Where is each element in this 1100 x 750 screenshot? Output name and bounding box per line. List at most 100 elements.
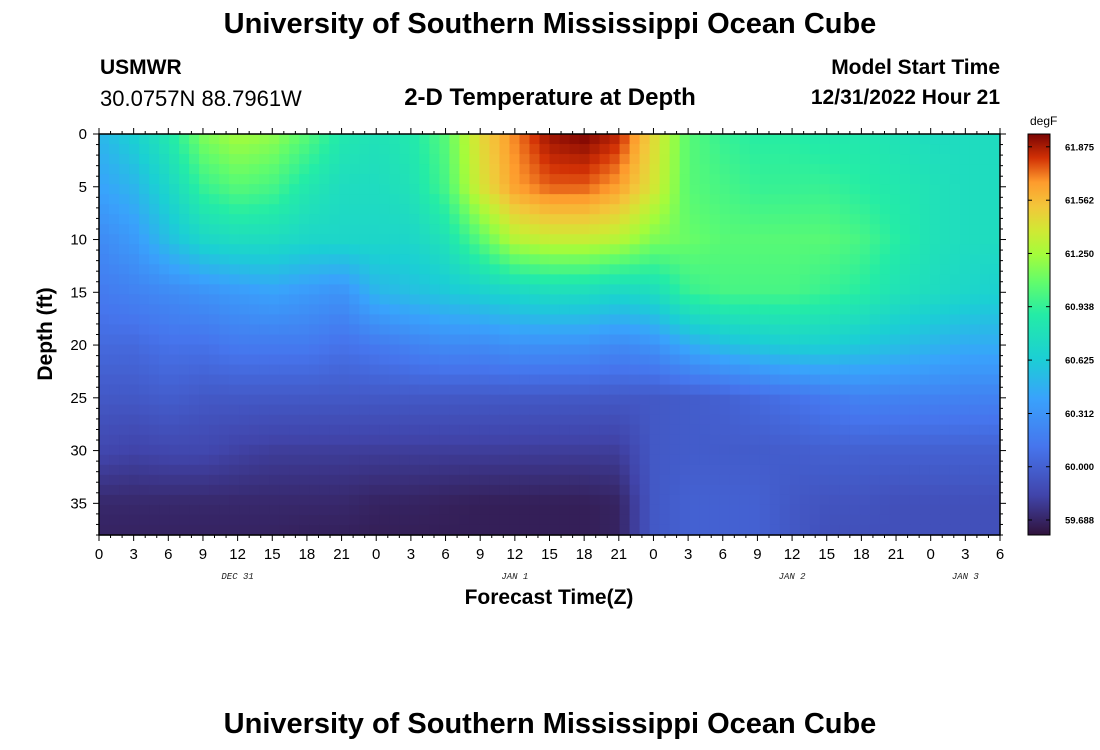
heatmap-cell	[239, 354, 250, 366]
heatmap-cell	[659, 194, 671, 205]
heatmap-cell	[889, 324, 901, 336]
heatmap-cell	[719, 524, 731, 536]
heatmap-cell	[269, 424, 280, 436]
heatmap-cell	[139, 174, 150, 185]
heatmap-cell	[379, 134, 390, 145]
heatmap-cell	[439, 224, 450, 235]
heatmap-cell	[819, 214, 831, 225]
heatmap-cell	[639, 524, 651, 536]
heatmap-cell	[909, 514, 921, 526]
heatmap-cell	[529, 254, 541, 265]
y-tick-label: 35	[70, 495, 87, 512]
heatmap-cell	[939, 274, 951, 285]
heatmap-cell	[369, 344, 380, 356]
heatmap-cell	[789, 364, 801, 376]
heatmap-cell	[749, 214, 761, 225]
heatmap-cell	[759, 464, 771, 476]
heatmap-cell	[289, 524, 300, 536]
heatmap-cell	[329, 494, 340, 506]
heatmap-cell	[949, 224, 961, 235]
heatmap-cell	[219, 154, 230, 165]
heatmap-cell	[639, 474, 651, 486]
heatmap-cell	[589, 244, 601, 255]
heatmap-cell	[289, 164, 300, 175]
heatmap-cell	[569, 154, 581, 165]
heatmap-cell	[949, 214, 961, 225]
heatmap-cell	[549, 204, 561, 215]
heatmap-cell	[209, 154, 220, 165]
heatmap-cell	[399, 364, 410, 376]
heatmap-cell	[429, 134, 440, 145]
heatmap-cell	[979, 354, 991, 366]
heatmap-cell	[429, 394, 440, 406]
station-id: USMWR	[100, 56, 182, 79]
heatmap-cell	[169, 524, 180, 536]
heatmap-cell	[549, 164, 561, 175]
heatmap-cell	[799, 294, 811, 306]
heatmap-cell	[579, 464, 591, 476]
heatmap-cell	[789, 444, 801, 456]
heatmap-cell	[589, 294, 601, 306]
heatmap-cell	[229, 384, 240, 396]
heatmap-cell	[529, 404, 541, 416]
heatmap-cell	[729, 204, 741, 215]
heatmap-cell	[299, 494, 310, 506]
heatmap-cell	[859, 284, 871, 296]
heatmap-cell	[509, 394, 521, 406]
heatmap-cell	[209, 294, 220, 306]
heatmap-cell	[369, 334, 380, 346]
heatmap-cell	[679, 254, 691, 265]
heatmap-cell	[659, 224, 671, 235]
heatmap-cell	[859, 324, 871, 336]
heatmap-cell	[799, 304, 811, 316]
heatmap-cell	[349, 184, 360, 195]
heatmap-cell	[939, 414, 951, 426]
heatmap-cell	[259, 514, 270, 526]
heatmap-cell	[409, 374, 420, 386]
heatmap-cell	[799, 204, 811, 215]
heatmap-cell	[149, 454, 160, 466]
heatmap-cell	[799, 324, 811, 336]
heatmap-cell	[899, 474, 911, 486]
heatmap-cell	[389, 154, 400, 165]
heatmap-cell	[509, 314, 521, 326]
heatmap-cell	[749, 494, 761, 506]
heatmap-cell	[859, 174, 871, 185]
heatmap-cell	[789, 314, 801, 326]
heatmap-cell	[699, 404, 711, 416]
heatmap-cell	[139, 284, 150, 296]
heatmap-cell	[969, 194, 981, 205]
heatmap-cell	[679, 284, 691, 296]
heatmap-cell	[869, 374, 881, 386]
heatmap-cell	[459, 314, 471, 326]
heatmap-cell	[289, 194, 300, 205]
heatmap-cell	[219, 294, 230, 306]
heatmap-cell	[619, 164, 631, 175]
heatmap-cell	[619, 524, 631, 536]
heatmap-cell	[609, 424, 621, 436]
heatmap-cell	[689, 414, 701, 426]
heatmap-cell	[109, 254, 120, 265]
heatmap-cell	[499, 334, 511, 346]
heatmap-cell	[899, 134, 911, 145]
heatmap-cell	[379, 324, 390, 336]
heatmap-cell	[419, 404, 430, 416]
heatmap-cell	[729, 434, 741, 446]
heatmap-cell	[559, 524, 571, 536]
heatmap-cell	[299, 234, 310, 245]
heatmap-cell	[889, 184, 901, 195]
heatmap-cell	[709, 244, 721, 255]
heatmap-cell	[479, 404, 491, 416]
heatmap-cell	[99, 284, 110, 296]
heatmap-cell	[169, 134, 180, 145]
heatmap-cell	[289, 134, 300, 145]
heatmap-cell	[769, 234, 781, 245]
heatmap-cell	[709, 354, 721, 366]
heatmap-cell	[639, 194, 651, 205]
heatmap-cell	[149, 474, 160, 486]
heatmap-cell	[549, 134, 561, 145]
heatmap-cell	[719, 404, 731, 416]
heatmap-cell	[629, 314, 641, 326]
heatmap-cell	[599, 464, 611, 476]
heatmap-cell	[319, 524, 330, 536]
